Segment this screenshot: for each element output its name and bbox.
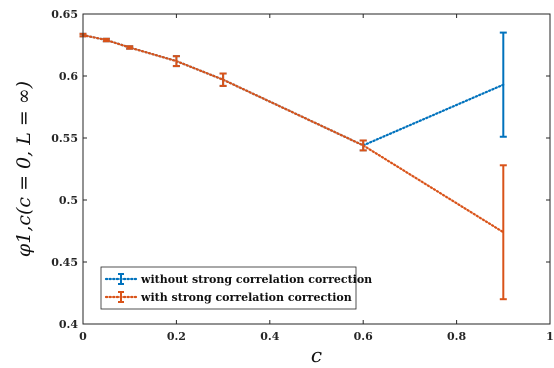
x-axis-label: c [311, 343, 322, 367]
x-tick-label: 0.8 [447, 330, 466, 343]
x-tick-label: 0.6 [354, 330, 373, 343]
legend: without strong correlation correction wit… [100, 266, 372, 310]
y-tick-label: 0.6 [59, 70, 78, 83]
series-2-errorbar [359, 139, 367, 152]
ticks-layer: 0 0.2 0.4 0.6 0.8 1 0.4 0.45 0.5 0.55 0.6 0.65 [51, 8, 554, 343]
x-tick-label: 0.2 [167, 330, 186, 343]
x-tick-label: 0.4 [260, 330, 279, 343]
legend-item-2: with strong correlation correction [104, 291, 352, 304]
series-2-errorbar [126, 45, 134, 50]
legend-box [100, 266, 357, 310]
y-tick-label: 0.5 [59, 194, 78, 207]
y-tick-label: 0.45 [51, 256, 78, 269]
legend-label: without strong correlation correction [140, 273, 372, 286]
x-tick-label: 0 [79, 330, 87, 343]
series-2-errorbar [172, 55, 180, 68]
series-2-errorbar [499, 164, 507, 301]
legend-label: with strong correlation correction [140, 291, 352, 304]
series-2 [79, 32, 507, 301]
series-2-errorbar [219, 72, 227, 87]
y-axis-label: φ1,c(c = 0, L = ∞) [13, 81, 35, 257]
series-2-errorbar [102, 37, 110, 43]
legend-item-1: without strong correlation correction [104, 273, 372, 286]
y-tick-label: 0.55 [51, 132, 78, 145]
series-1-errorbar [499, 31, 507, 138]
y-tick-label: 0.4 [59, 318, 78, 331]
marks-layer [79, 31, 507, 301]
plot-frame [82, 13, 551, 325]
series-1 [79, 31, 507, 152]
y-tick-label: 0.65 [51, 8, 78, 21]
series-2-line [81, 33, 505, 234]
x-tick-label: 1 [546, 330, 554, 343]
